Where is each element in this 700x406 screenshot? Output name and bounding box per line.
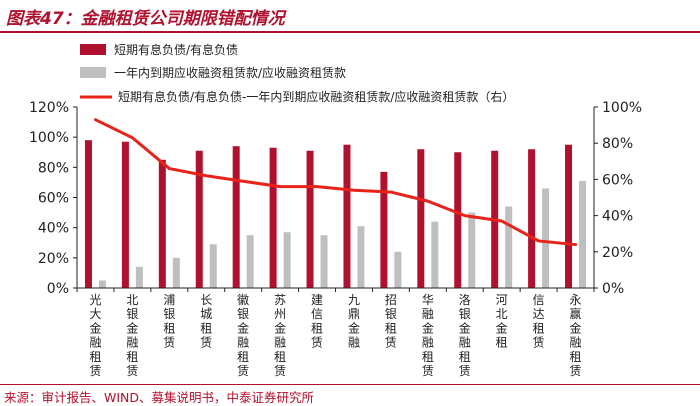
bar-secondary-0 xyxy=(98,280,106,288)
bar-primary-13 xyxy=(565,144,573,288)
x-tick-label-1: 北银金融租赁 xyxy=(126,293,138,378)
x-tick-label-11: 河北金租 xyxy=(496,293,508,350)
bar-primary-7 xyxy=(343,144,351,288)
legend-swatch-1 xyxy=(80,67,106,78)
y-left-tick-label-6: 120% xyxy=(29,100,69,116)
x-tick-label-0: 光大金融租赁 xyxy=(89,293,101,378)
y-right-tick-label-1: 20% xyxy=(602,245,633,261)
x-tick-label-6: 建信租赁 xyxy=(311,293,323,350)
title-divider xyxy=(0,31,700,33)
y-left-tick-label-5: 100% xyxy=(29,130,69,146)
x-tick-label-2: 浦银租赁 xyxy=(163,293,175,350)
bar-secondary-8 xyxy=(394,251,402,288)
x-tick-label-3: 长城租赁 xyxy=(200,293,212,350)
x-tick-label-10: 洛银金融租赁 xyxy=(459,292,471,378)
x-tick-label-8: 招银租赁 xyxy=(385,293,397,350)
x-tick-label-4: 徽银金融租赁 xyxy=(237,292,249,378)
bar-primary-4 xyxy=(232,146,240,288)
bar-secondary-10 xyxy=(468,212,476,288)
bar-primary-9 xyxy=(417,149,425,288)
line-series xyxy=(93,118,578,247)
source-divider xyxy=(0,384,700,385)
y-left-tick-label-1: 20% xyxy=(38,251,69,267)
bar-secondary-5 xyxy=(283,232,291,288)
y-right-tick-label-4: 80% xyxy=(602,136,633,152)
y-left-tick-label-3: 60% xyxy=(38,191,69,207)
legend: 短期有息负债/有息负债一年内到期应收融资租赁款/应收融资租赁款短期有息负债/有息… xyxy=(80,42,514,104)
x-tick-label-5: 苏州金融租赁 xyxy=(274,293,286,378)
bars xyxy=(84,140,587,288)
x-tick-label-12: 信达租赁 xyxy=(533,293,545,350)
title-bar: 图表47：金融租赁公司期限错配情况 xyxy=(0,0,700,33)
bar-primary-8 xyxy=(380,171,388,288)
x-tick-label-13: 永赢金融租赁 xyxy=(570,293,582,378)
y-left-tick-label-2: 40% xyxy=(38,221,69,237)
source-note: 来源：审计报告、WIND、募集说明书，中泰证券研究所 xyxy=(4,390,315,405)
y-left-tick-label-4: 80% xyxy=(38,160,69,176)
legend-label-1: 一年内到期应收融资租赁款/应收融资租赁款 xyxy=(114,65,346,80)
bar-secondary-12 xyxy=(542,188,550,288)
chart-title: 图表47：金融租赁公司期限错配情况 xyxy=(6,9,285,29)
bar-secondary-11 xyxy=(505,206,513,288)
bar-secondary-3 xyxy=(209,244,217,288)
legend-swatch-0 xyxy=(80,44,106,55)
bar-secondary-13 xyxy=(579,180,587,288)
x-tick-label-9: 华融金融租赁 xyxy=(422,293,434,378)
bar-primary-12 xyxy=(528,149,536,288)
bar-secondary-1 xyxy=(135,266,143,288)
axes: 0% 20% 40% 60% 80% 100% 120% 0% 20% 40% 60% 80% 100%… xyxy=(29,100,642,378)
bar-primary-3 xyxy=(195,150,203,288)
y-right-tick-label-2: 40% xyxy=(602,209,633,225)
legend-label-0: 短期有息负债/有息负债 xyxy=(114,42,238,57)
bar-secondary-4 xyxy=(246,235,254,288)
line-series-path xyxy=(93,118,578,247)
y-right-tick-label-3: 60% xyxy=(602,172,633,188)
bar-primary-0 xyxy=(84,140,92,288)
y-left-tick-label-0: 0% xyxy=(47,281,69,297)
bar-secondary-2 xyxy=(172,257,180,288)
bar-secondary-9 xyxy=(431,221,439,288)
bar-secondary-6 xyxy=(320,235,328,288)
bar-primary-1 xyxy=(121,141,129,288)
bar-primary-2 xyxy=(158,159,166,288)
y-right-tick-label-0: 0% xyxy=(602,281,624,297)
bar-primary-5 xyxy=(269,147,277,288)
legend-label-2: 短期有息负债/有息负债-一年内到期应收融资租赁款/应收融资租赁款（右） xyxy=(118,89,514,104)
bar-secondary-7 xyxy=(357,226,365,288)
bar-primary-6 xyxy=(306,150,314,288)
bar-primary-10 xyxy=(454,152,462,288)
x-tick-label-7: 九鼎金融 xyxy=(348,293,360,350)
y-right-tick-label-5: 100% xyxy=(602,100,642,116)
